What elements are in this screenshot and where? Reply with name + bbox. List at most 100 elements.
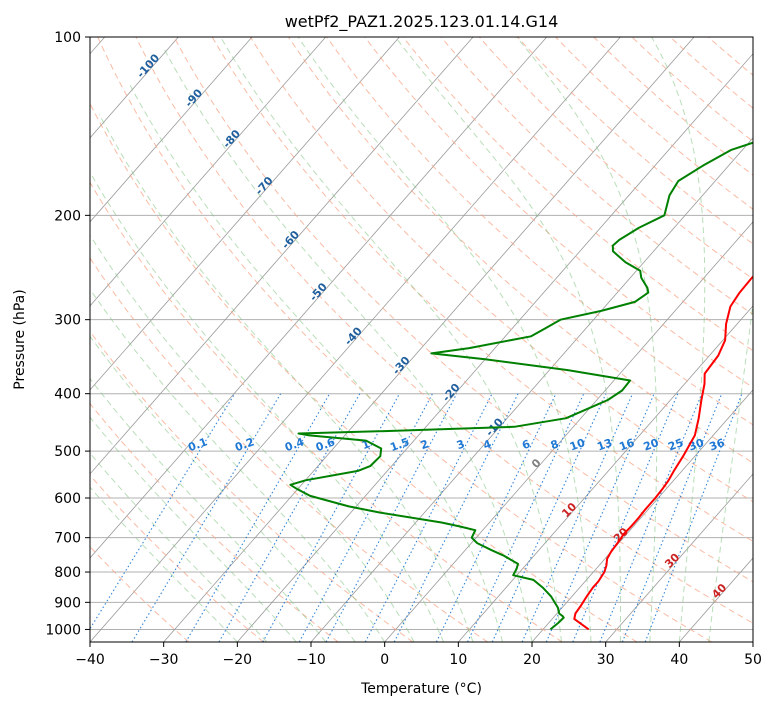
mixing-ratio-label: 36 [708,436,727,454]
mixing-ratio-label: 13 [595,436,614,453]
moist-adiabat-label: 0 [529,456,544,471]
dry-adiabat [90,545,190,642]
isotherm [458,305,753,642]
isotherm [90,37,548,559]
dry-adiabat [517,37,753,245]
mixing-ratio-label: 10 [568,436,587,454]
dry-adiabat [135,37,753,624]
isotherm [90,37,253,223]
moist-adiabat [90,234,415,642]
mixing-ratio-line [298,393,433,642]
dry-adiabat [90,102,638,642]
moist-adiabat [163,49,533,642]
x-tick-label: −20 [223,652,253,668]
mixing-ratio-label: 0.2 [233,435,256,454]
mixing-ratio-line [364,393,493,642]
mixing-ratio-label: 0.1 [186,435,209,454]
mixing-ratio-line [545,393,655,642]
y-tick-label: 100 [54,30,81,46]
moist-adiabat [90,171,445,642]
x-tick-label: 40 [670,652,688,668]
x-tick-label: 10 [449,652,467,668]
y-tick-label: 400 [54,387,81,403]
isotherm [310,137,753,642]
dry-adiabat-label: -100 [134,51,162,80]
sounding-profiles [289,141,753,631]
mixing-ratio-label: 8 [549,437,561,452]
x-tick-label: −10 [296,652,326,668]
plot-frame [89,36,754,643]
x-axis-label: Temperature (°C) [360,681,482,697]
dewpoint-line [289,141,753,631]
moist-adiabat [128,83,503,642]
dry-adiabat [402,37,753,352]
dry-adiabat [364,37,753,389]
mixing-ratio-label: 20 [642,436,661,454]
y-tick-label: 800 [54,565,81,581]
isotherm [90,37,400,391]
moist-adiabat [516,37,658,642]
dry-adiabat [669,37,753,109]
dry-adiabat-label: -40 [342,324,365,348]
mixing-ratio-line [621,393,723,642]
dry-adiabat-label: -80 [220,127,243,151]
y-axis-label: Pressure (hPa) [12,289,28,389]
mixing-ratio-label: 0.6 [314,435,337,454]
chart-title: wetPf2_PAZ1.2025.123.01.14.G14 [285,12,559,32]
dry-adiabat [288,37,753,464]
y-tick-label: 300 [54,313,81,329]
mixing-ratio-label: 6 [520,437,532,452]
y-tick-label: 600 [54,491,81,507]
dry-adiabat-label: -50 [307,280,330,304]
dry-adiabat [211,37,753,542]
isotherm [90,37,621,642]
x-tick-label: −30 [149,652,179,668]
mixing-ratio-line [325,393,458,642]
mixing-ratio-line [467,393,585,642]
mixing-ratio-line [131,393,282,642]
background-lines [90,37,753,642]
mixing-ratio-line [491,393,607,642]
temperature-line [573,275,753,631]
mixing-ratio-line [185,393,331,642]
dry-adiabat [249,37,753,503]
dry-adiabat [593,37,753,176]
axis-ticks: −40 −30 −20 −10 0 10 20 30 40 5010020030040050060… [45,30,762,668]
mixing-ratio-label: 0.4 [283,435,306,454]
moist-adiabat-label: 30 [662,550,682,570]
y-tick-label: 900 [54,595,81,611]
mixing-ratio-label: 4 [481,437,493,452]
isotherm [163,37,695,642]
moist-adiabat [90,486,238,642]
y-tick-label: 200 [54,208,81,224]
moist-adiabat [98,113,474,642]
moist-adiabat [708,298,753,642]
dry-adiabat [90,474,264,642]
isotherm [90,37,327,307]
dry-adiabat [173,37,753,583]
x-tick-label: 50 [744,652,762,668]
mixing-ratio-line [572,393,679,642]
dry-adiabat-label: -90 [182,86,205,110]
x-tick-label: 0 [380,652,389,668]
mixing-ratio-line [521,393,634,642]
moist-adiabat [220,37,562,642]
isotherm [384,221,753,642]
dry-adiabat [707,37,753,76]
y-tick-label: 500 [54,444,81,460]
moist-adiabat [651,37,706,642]
moist-adiabat [90,335,356,642]
x-tick-label: 30 [597,652,615,668]
y-tick-label: 1000 [45,622,81,638]
dry-adiabat [90,181,563,642]
mixing-ratio-label: 1.5 [388,435,411,454]
mixing-ratio-label: 1 [360,437,372,452]
mixing-ratio-label: 25 [666,436,685,453]
mixing-ratio-line [644,393,743,642]
dry-adiabat-label: -60 [279,228,302,252]
mixing-ratio-line [599,393,703,642]
moist-adiabat [90,416,297,642]
moist-adiabat [90,288,386,642]
dry-adiabat [97,37,712,642]
